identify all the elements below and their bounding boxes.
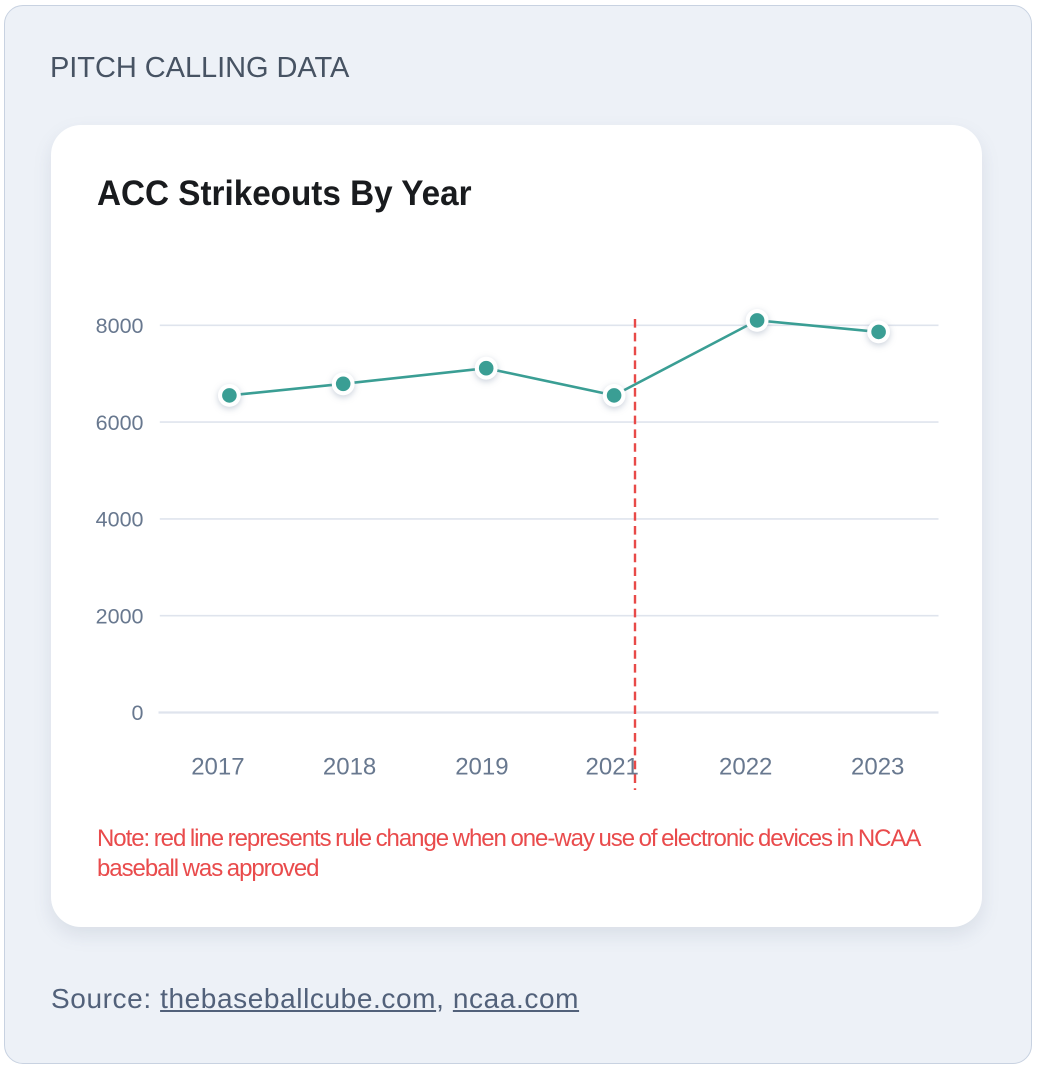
svg-text:2021: 2021	[586, 754, 639, 781]
svg-text:2022: 2022	[719, 754, 772, 781]
svg-text:2019: 2019	[455, 754, 508, 781]
svg-text:4000: 4000	[96, 508, 144, 532]
svg-text:8000: 8000	[96, 314, 144, 338]
svg-text:2000: 2000	[96, 604, 144, 628]
svg-text:0: 0	[132, 701, 144, 725]
svg-text:2017: 2017	[191, 754, 244, 781]
svg-text:2018: 2018	[323, 754, 376, 781]
svg-text:2023: 2023	[851, 754, 904, 781]
svg-text:6000: 6000	[96, 411, 144, 435]
